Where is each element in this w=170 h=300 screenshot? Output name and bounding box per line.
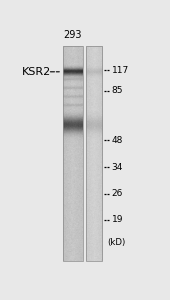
Text: 26: 26 [112,189,123,198]
Text: 117: 117 [112,66,129,75]
Text: 19: 19 [112,215,123,224]
Text: 48: 48 [112,136,123,145]
Bar [86,46,102,261]
Text: (kD): (kD) [108,238,126,247]
Text: 85: 85 [112,86,123,95]
Text: 34: 34 [112,163,123,172]
Text: 293: 293 [63,30,82,40]
Text: KSR2: KSR2 [22,67,51,77]
Bar [63,46,82,261]
